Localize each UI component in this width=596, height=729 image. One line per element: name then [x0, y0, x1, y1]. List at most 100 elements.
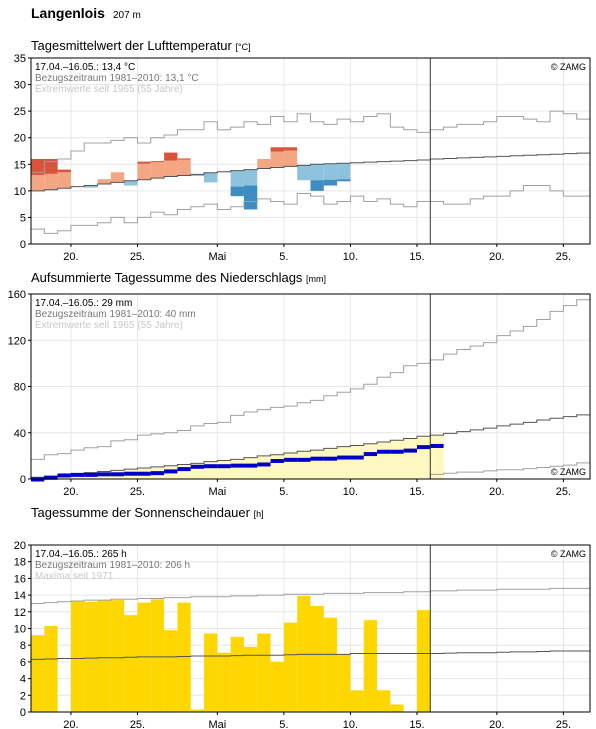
sun-bar — [390, 704, 404, 712]
precip-actual-step — [297, 457, 311, 462]
temp-deviation-bar-strong — [150, 161, 165, 163]
y-tick-label: 14 — [14, 590, 26, 602]
chart-unit: [°C] — [235, 42, 250, 52]
precip-actual-step — [190, 464, 205, 469]
temp-deviation-bar — [57, 172, 71, 189]
precip-actual-step — [137, 471, 151, 476]
temp-deviation-bar — [337, 163, 351, 180]
temp-min-line — [31, 185, 590, 234]
x-tick-label: 10. — [343, 719, 358, 729]
y-tick-label: 2 — [20, 690, 26, 702]
sun-bar — [283, 622, 298, 712]
temp-deviation-bar — [177, 159, 191, 176]
y-tick-label: 120 — [8, 335, 26, 347]
y-tick-label: 20 — [14, 133, 26, 145]
precip-actual-step — [217, 464, 231, 469]
sun-bar — [310, 605, 324, 712]
chart-panel-3: Tagessumme der Sonnenscheindauer [h] 0 2 4 6… — [14, 505, 591, 729]
sun-bar — [377, 690, 391, 712]
x-tick-label: 25. — [556, 719, 571, 729]
chart-unit: [h] — [254, 509, 264, 519]
precip-actual-step — [270, 459, 284, 463]
legend-reference: Bezugszeitraum 1981–2010: 206 h — [35, 560, 190, 571]
x-tick-label: 20. — [63, 719, 78, 729]
temp-deviation-bar — [270, 151, 284, 168]
precip-actual-step — [390, 449, 404, 454]
sun-bar — [350, 690, 364, 712]
y-tick-label: 25 — [14, 106, 26, 118]
precip-actual-step — [243, 463, 258, 468]
y-tick-label: 12 — [14, 607, 26, 619]
x-tick-label: 5. — [279, 486, 288, 498]
temp-deviation-bar — [97, 179, 111, 184]
x-tick-label: 20. — [489, 719, 504, 729]
temp-deviation-bar-strong — [137, 161, 151, 164]
x-tick-label: 20. — [489, 486, 504, 498]
temp-deviation-bar-strong — [243, 185, 258, 210]
x-tick-label: 10. — [343, 486, 358, 498]
y-tick-label: 8 — [20, 640, 26, 652]
precip-actual-step — [204, 464, 218, 469]
precip-actual-step — [44, 475, 58, 480]
temp-deviation-bar — [297, 165, 311, 181]
temp-max-line — [31, 110, 590, 173]
temp-deviation-bar — [243, 169, 258, 186]
sun-bar — [110, 600, 125, 712]
y-tick-label: 16 — [14, 573, 26, 585]
precip-max-line — [31, 299, 590, 460]
temp-deviation-bar-strong — [164, 152, 178, 161]
temp-deviation-bar — [110, 172, 125, 183]
precip-actual-step — [164, 469, 178, 474]
precip-actual-step — [337, 455, 351, 460]
sun-max-line — [31, 587, 590, 604]
precip-actual-step — [377, 449, 391, 454]
x-tick-label: 25. — [130, 719, 145, 729]
precip-actual-step — [177, 467, 191, 472]
y-tick-label: 35 — [14, 53, 26, 65]
sun-bar — [217, 652, 231, 712]
x-tick-label: Mai — [208, 486, 226, 498]
sun-bar — [44, 625, 58, 712]
station-elevation: 207 m — [113, 10, 141, 21]
x-tick-label: 5. — [279, 719, 288, 729]
sun-bar — [97, 600, 111, 712]
precip-actual-step — [416, 445, 431, 450]
precip-actual-step — [430, 443, 444, 448]
x-tick-label: Mai — [208, 719, 226, 729]
chart-title: Aufsummierte Tagessumme des Niederschlag… — [31, 270, 326, 285]
chart-unit: [mm] — [306, 274, 326, 284]
temp-deviation-bar-strong — [337, 179, 351, 182]
sun-bar — [270, 661, 284, 712]
precip-actual-step — [70, 472, 85, 477]
sun-bar — [416, 610, 431, 712]
temp-deviation-bar-strong — [230, 186, 244, 197]
x-tick-label: 5. — [279, 251, 288, 263]
x-tick-label: 15. — [409, 719, 424, 729]
x-tick-label: 10. — [343, 251, 358, 263]
temp-deviation-bar — [310, 164, 324, 181]
legend-extremes: Extremwerte seit 1965 (55 Jahre) — [35, 320, 183, 331]
chart-panel-1: Tagesmittelwert der Lufttemperatur [°C] 0… — [14, 38, 591, 263]
precip-actual-step — [150, 471, 165, 476]
legend-extremes: Extremwerte seit 1965 (55 Jahre) — [35, 84, 183, 95]
legend-reference: Bezugszeitraum 1981–2010: 40 mm — [35, 309, 196, 320]
precip-actual-step — [350, 455, 364, 460]
legend-period: 17.04.–16.05.: 29 mm — [35, 298, 132, 309]
sun-bar — [204, 633, 218, 712]
x-tick-label: Mai — [208, 251, 226, 263]
precip-normal-line — [31, 414, 590, 478]
sun-bar — [31, 635, 45, 712]
x-tick-label: 15. — [409, 251, 424, 263]
temp-deviation-bar — [84, 185, 98, 188]
legend-period: 17.04.–16.05.: 265 h — [35, 549, 127, 560]
precip-actual-step — [310, 456, 324, 461]
sun-bar — [164, 630, 178, 712]
x-tick-label: 20. — [63, 486, 78, 498]
temp-deviation-bar — [283, 150, 298, 167]
copyright-label: © ZAMG — [551, 62, 586, 72]
temp-deviation-bar-strong — [270, 147, 284, 152]
x-tick-label: 20. — [63, 251, 78, 263]
precip-actual-step — [283, 457, 298, 462]
sun-bar — [70, 600, 85, 712]
legend-period: 17.04.–16.05.: 13,4 °C — [35, 62, 135, 73]
